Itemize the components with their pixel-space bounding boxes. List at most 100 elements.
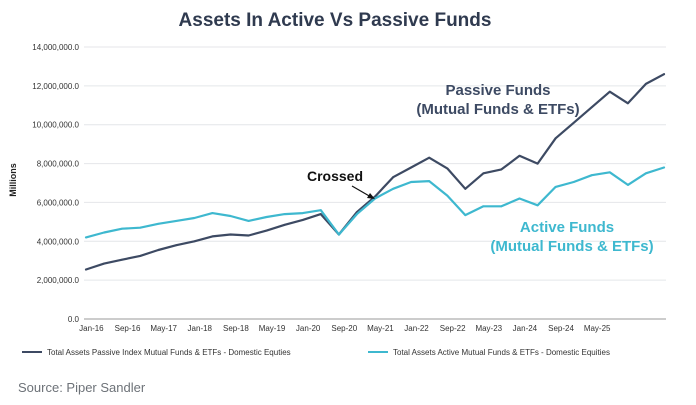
chart-title: Assets In Active Vs Passive Funds xyxy=(179,10,492,31)
series-point-passive xyxy=(283,223,286,226)
x-tick-label: May-21 xyxy=(367,324,394,333)
crossed-arrow-head xyxy=(367,193,375,199)
series-point-active xyxy=(85,236,87,239)
x-tick-label: May-17 xyxy=(150,324,177,333)
series-point-passive xyxy=(247,234,250,237)
series-point-passive xyxy=(157,249,160,251)
y-tick-label: 8,000,000.0 xyxy=(37,160,80,169)
series-point-active xyxy=(139,226,142,229)
series-point-active xyxy=(229,215,232,217)
series-point-active xyxy=(428,180,431,183)
series-point-active xyxy=(356,213,358,216)
y-tick-labels: 0.0 2,000,000.0 4,000,000.0 6,000,000.0 8,00… xyxy=(32,43,79,324)
x-tick-labels: Jan-16 Sep-16 May-17 Jan-18 Sep-18 May-19 Jan-… xyxy=(79,324,611,333)
chart: Assets In Active Vs Passive Funds 0.0 2,0… xyxy=(8,10,666,357)
y-tick-label: 14,000,000.0 xyxy=(32,43,79,52)
series-point-passive xyxy=(464,187,467,190)
crossed-arrow-line xyxy=(351,185,372,198)
series-point-active xyxy=(283,213,286,216)
series-point-active xyxy=(301,212,304,215)
legend-active-label: Total Assets Active Mutual Funds & ETFs … xyxy=(393,348,610,357)
series-point-active xyxy=(175,220,178,222)
source-note: Source: Piper Sandler xyxy=(18,380,146,395)
x-tick-label: Jan-16 xyxy=(79,324,104,333)
series-point-passive xyxy=(500,168,503,171)
series-point-passive xyxy=(645,83,647,85)
series-point-active xyxy=(482,205,485,208)
series-point-active xyxy=(410,181,412,183)
series-point-passive xyxy=(536,162,539,165)
series-point-active xyxy=(572,181,575,183)
series-point-passive xyxy=(265,229,268,232)
series-point-passive xyxy=(428,156,431,159)
x-tick-label: Jan-24 xyxy=(513,324,538,333)
series-point-passive xyxy=(193,240,196,243)
series-point-active xyxy=(645,172,647,175)
series-point-active xyxy=(193,217,196,219)
series-point-active xyxy=(500,205,503,208)
series-point-active xyxy=(247,220,250,222)
y-tick-label: 2,000,000.0 xyxy=(37,276,80,285)
x-tick-label: Jan-22 xyxy=(404,324,429,333)
x-tick-label: May-19 xyxy=(259,324,286,333)
series-point-passive xyxy=(590,106,593,109)
series-point-passive xyxy=(518,154,521,157)
x-tick-label: Jan-20 xyxy=(296,324,321,333)
series-point-active xyxy=(663,166,665,169)
series-point-active xyxy=(536,204,539,207)
series-point-passive xyxy=(139,255,142,257)
series-point-active xyxy=(103,231,105,234)
series-point-passive xyxy=(301,219,304,221)
y-axis-label: Millions xyxy=(8,163,18,197)
annotation-crossed: Crossed xyxy=(307,168,363,184)
series-point-active xyxy=(554,186,557,188)
series-point-passive xyxy=(446,167,449,170)
series-point-passive xyxy=(211,235,214,238)
series-point-active xyxy=(374,197,376,200)
annotation-active-title: Active Funds xyxy=(520,219,614,236)
annotation-passive-title: Passive Funds xyxy=(445,82,550,99)
series-point-passive xyxy=(175,244,178,247)
series-point-active xyxy=(608,171,611,174)
series-point-active xyxy=(392,187,394,190)
x-tick-label: Sep-20 xyxy=(331,324,357,333)
legend: Total Assets Passive Index Mutual Funds … xyxy=(22,348,610,357)
series-point-active xyxy=(464,214,467,217)
x-tick-label: Sep-16 xyxy=(115,324,141,333)
series-point-passive xyxy=(572,121,575,124)
series-point-passive xyxy=(392,176,394,179)
series-point-active xyxy=(338,233,340,236)
series-point-passive xyxy=(482,172,485,175)
series-point-passive xyxy=(410,166,412,169)
series-point-passive xyxy=(627,102,629,105)
annotation-passive-subtitle: (Mutual Funds & ETFs) xyxy=(416,101,579,118)
series-point-passive xyxy=(229,233,232,236)
series-point-active xyxy=(319,209,322,212)
series-point-active xyxy=(518,197,521,200)
x-tick-label: May-25 xyxy=(584,324,611,333)
series-point-passive xyxy=(85,268,87,271)
series-point-active xyxy=(211,212,214,215)
series-point-passive xyxy=(608,90,611,93)
y-tick-label: 6,000,000.0 xyxy=(37,198,80,207)
x-tick-label: May-23 xyxy=(475,324,502,333)
series-point-active xyxy=(157,222,160,225)
x-tick-label: Sep-18 xyxy=(223,324,249,333)
x-tick-label: Jan-18 xyxy=(188,324,213,333)
series-point-passive xyxy=(319,213,322,216)
series-point-passive xyxy=(663,73,665,76)
y-tick-label: 4,000,000.0 xyxy=(37,237,80,246)
x-tick-label: Sep-22 xyxy=(440,324,466,333)
legend-passive-label: Total Assets Passive Index Mutual Funds … xyxy=(47,348,291,357)
y-gridlines xyxy=(84,46,666,320)
series-point-active xyxy=(627,184,629,186)
series-point-active xyxy=(121,227,123,230)
series-lines xyxy=(84,73,666,271)
y-tick-label: 10,000,000.0 xyxy=(32,121,79,130)
series-point-passive xyxy=(103,262,105,265)
series-point-passive xyxy=(121,258,123,261)
y-tick-label: 12,000,000.0 xyxy=(32,82,79,91)
series-point-active xyxy=(446,194,449,197)
y-tick-label: 0.0 xyxy=(68,315,80,324)
series-point-active xyxy=(590,174,593,177)
